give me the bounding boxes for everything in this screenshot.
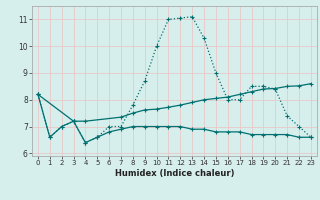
X-axis label: Humidex (Indice chaleur): Humidex (Indice chaleur): [115, 169, 234, 178]
